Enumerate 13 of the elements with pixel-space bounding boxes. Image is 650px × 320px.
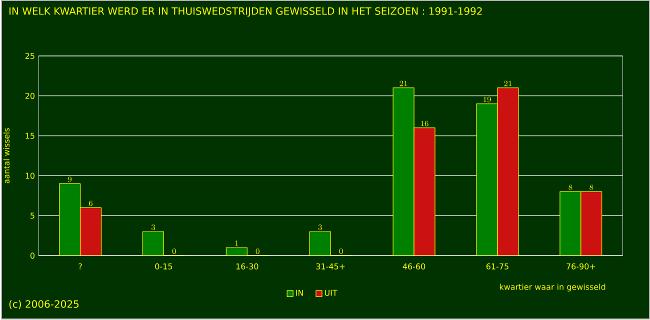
- bar: [580, 192, 602, 256]
- bar: [309, 232, 331, 256]
- chart-title: IN WELK KWARTIER WERD ER IN THUISWEDSTRIJDEN GEWISSELD IN HET SEIZOEN : 1991-1992: [10, 8, 482, 17]
- bar: [414, 128, 436, 256]
- bar: [560, 192, 582, 256]
- bar: [80, 208, 102, 256]
- bar: [476, 104, 498, 256]
- bar: [226, 248, 248, 256]
- bar: [142, 232, 164, 256]
- bar: [59, 184, 81, 256]
- bar: [392, 88, 414, 256]
- bar: [497, 88, 519, 256]
- text: (c) 2006-2025: [9, 300, 78, 310]
